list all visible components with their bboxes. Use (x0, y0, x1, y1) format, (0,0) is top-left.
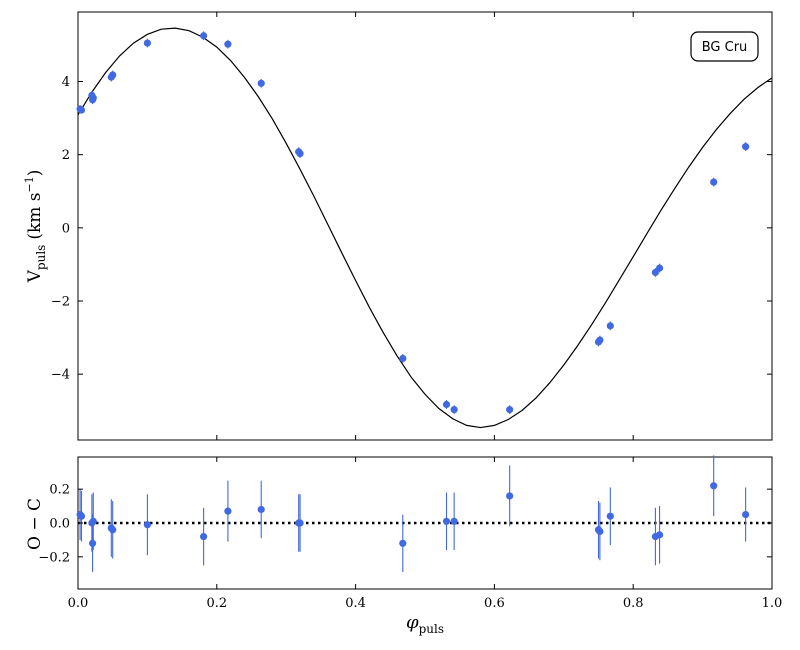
residuals-x-ticks: 0.0 0.2 0.4 0.6 0.8 1.0 (68, 457, 783, 611)
velocity-y-tick-label: −2 (51, 294, 70, 309)
velocity-x-ticks (77, 12, 773, 440)
phase-axis-symbol: φ (406, 612, 419, 633)
velocity-y-tick-label: 0 (62, 221, 70, 236)
velocity-point (143, 39, 151, 47)
velocity-point (450, 406, 458, 414)
residual-point (710, 482, 718, 490)
velocity-axis-subscript: puls (34, 245, 48, 270)
phase-axis-title: φpuls (406, 612, 444, 636)
phase-tick-label: 0.4 (345, 596, 366, 611)
phase-tick-label: 1.0 (762, 596, 783, 611)
residual-point (89, 517, 97, 525)
velocity-axis-title: Vpuls (km s−1) (23, 170, 48, 284)
velocity-y-tick-label: 4 (62, 75, 70, 90)
phase-tick-label: 0.6 (484, 596, 505, 611)
star-label-frame (690, 31, 759, 62)
residuals-y-ticks: −0.2 0.0 0.2 (38, 483, 772, 565)
velocity-axis-exponent: −1 (23, 176, 36, 192)
residual-point (143, 521, 151, 529)
phase-axis-subscript: puls (419, 622, 444, 636)
velocity-point (89, 94, 97, 102)
residuals-panel: −0.2 0.0 0.2 0.0 0.2 0.4 0.6 0.8 1.0 O − C φpul… (25, 455, 782, 636)
model-curve (77, 27, 773, 429)
residuals-y-tick-label: −0.2 (38, 550, 70, 565)
velocity-point (596, 336, 604, 344)
velocity-point (506, 406, 514, 414)
velocity-point (200, 32, 208, 40)
velocity-point (710, 178, 718, 186)
residual-point (596, 527, 604, 536)
residual-point (399, 539, 407, 547)
residual-point (224, 507, 232, 515)
residual-point (442, 517, 451, 525)
velocity-point (655, 264, 664, 272)
velocity-data-points (76, 31, 750, 415)
velocity-axis-symbol: V (25, 269, 45, 283)
phase-tick-label: 0.8 (623, 596, 644, 611)
velocity-point (257, 79, 265, 87)
phase-tick-label: 0.2 (206, 596, 227, 611)
residual-point (506, 492, 514, 500)
velocity-panel: −4 −2 0 2 4 BG Cru Vpuls (km s−1) (23, 11, 773, 441)
velocity-point (606, 322, 614, 330)
residual-data-points (76, 455, 750, 573)
velocity-point (109, 71, 117, 79)
velocity-axis-unit-close: ) (25, 170, 45, 177)
velocity-y-ticks: −4 −2 0 2 4 (51, 75, 772, 383)
residual-point (109, 526, 117, 534)
residual-point (742, 510, 750, 519)
velocity-point (224, 40, 232, 48)
residual-point (200, 532, 208, 541)
residual-point (655, 531, 664, 539)
velocity-point (442, 400, 451, 409)
residual-point (296, 519, 304, 527)
residual-point (88, 539, 97, 547)
phase-tick-label: 0.0 (68, 596, 89, 611)
star-label: BG Cru (702, 40, 748, 55)
star-label-box: BG Cru (690, 31, 759, 62)
residuals-y-tick-label: 0.0 (49, 517, 70, 532)
velocity-plot-frame (77, 11, 773, 441)
velocity-y-tick-label: −4 (51, 368, 70, 383)
residual-point (77, 512, 86, 520)
residuals-axis-title: O − C (25, 498, 45, 550)
velocity-point (296, 149, 304, 158)
velocity-point (742, 143, 750, 151)
velocity-y-tick-label: 2 (62, 148, 70, 163)
residual-point (450, 517, 458, 525)
residual-point (257, 505, 265, 514)
velocity-point (77, 106, 86, 114)
velocity-point (399, 354, 407, 363)
velocity-axis-unit: (km s (25, 192, 45, 239)
residuals-y-tick-label: 0.2 (49, 483, 70, 498)
residual-point (606, 512, 614, 520)
